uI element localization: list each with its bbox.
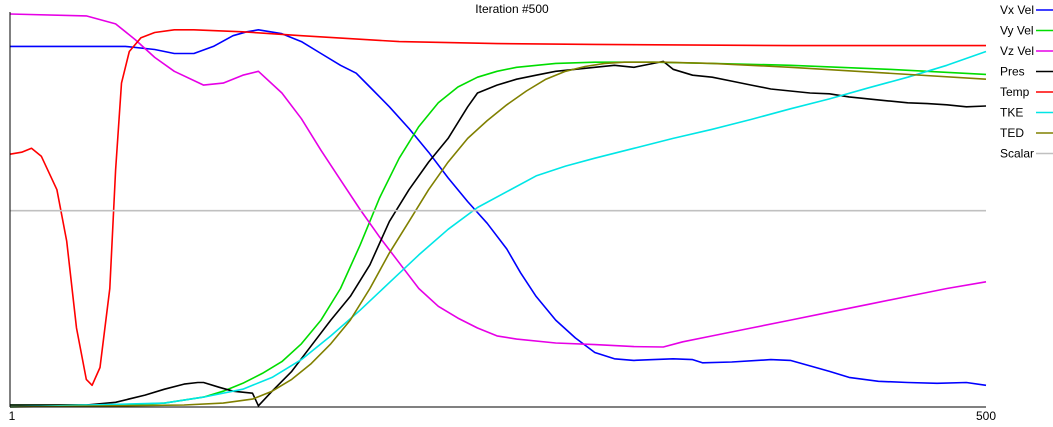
series-line-vz-vel (9, 13, 987, 348)
legend-label-scalar: Scalar (1000, 147, 1034, 161)
legend-label-tke: TKE (1000, 106, 1023, 120)
legend-label-ted: TED (1000, 126, 1024, 140)
x-tick-label-end: 500 (976, 409, 996, 423)
legend-label-vy-vel: Vy Vel (1000, 24, 1034, 38)
legend-label-temp: Temp (1000, 85, 1030, 99)
series-line-vx-vel (10, 28, 987, 387)
legend: Vx Vel Vy Vel Vz Vel Pres Temp TKE TED Scalar (1000, 3, 1053, 161)
x-tick-label-start: 1 (9, 409, 16, 423)
series-line-tke (9, 50, 987, 408)
series-layer (9, 13, 987, 408)
legend-label-vz-vel: Vz Vel (1000, 44, 1034, 58)
chart-title: Iteration #500 (475, 2, 549, 16)
legend-label-vx-vel: Vx Vel (1000, 3, 1034, 17)
series-line-pres (10, 60, 987, 407)
legend-label-pres: Pres (1000, 65, 1025, 79)
series-line-ted (9, 61, 987, 408)
series-line-temp (9, 28, 986, 387)
